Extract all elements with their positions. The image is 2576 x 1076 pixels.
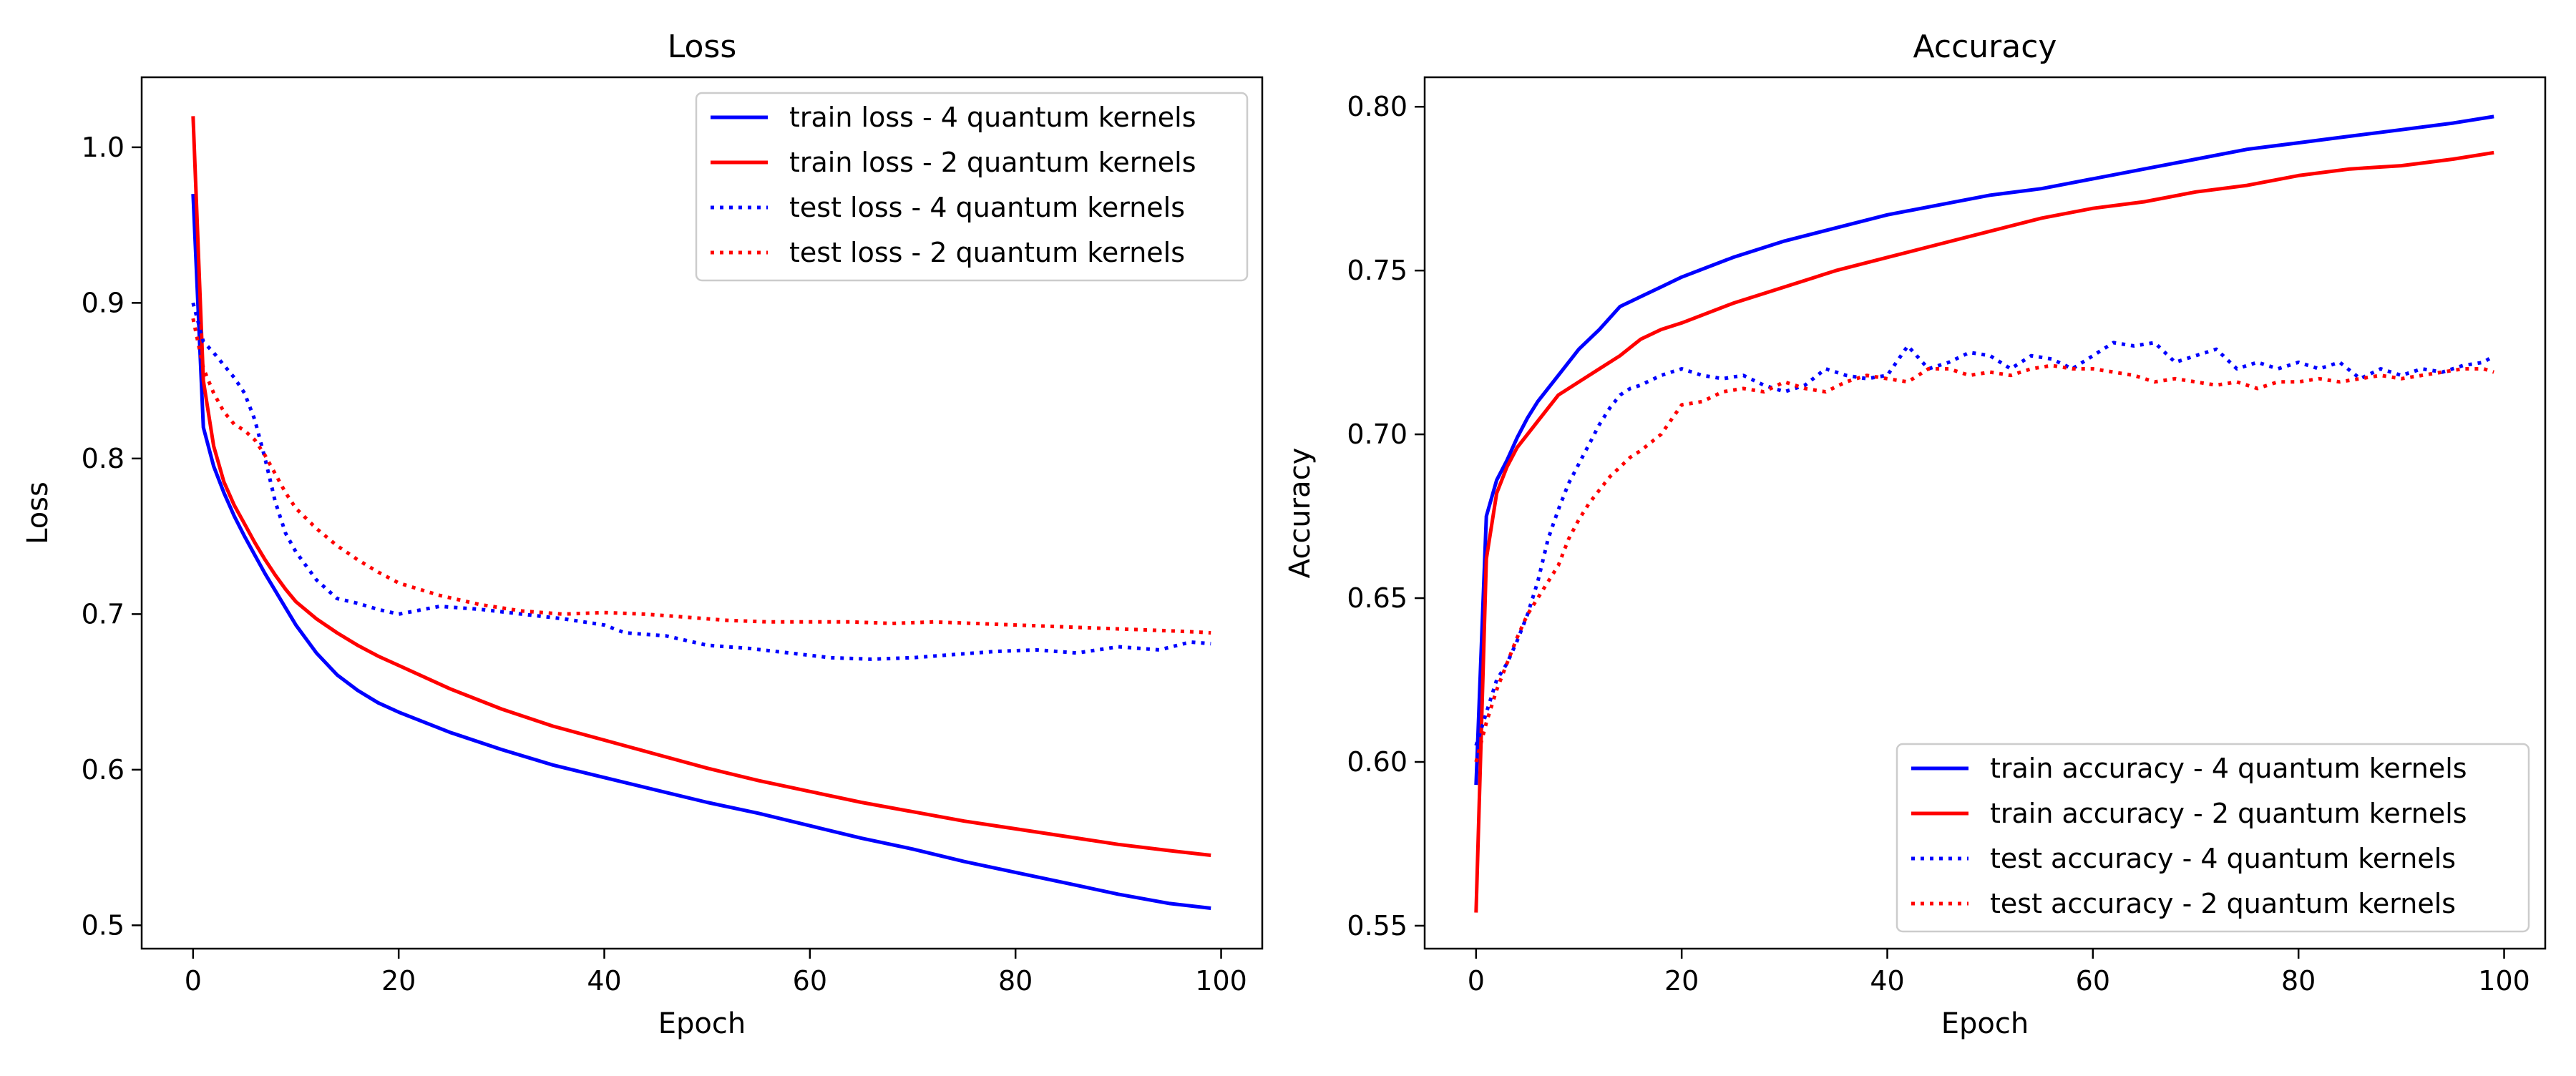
series-line-4 <box>1474 363 2494 763</box>
subplot-loss: Loss 0 20 40 60 80 100 0.5 0.6 0.7 0.8 0.9 1.0 Epoch L… <box>21 29 1264 1040</box>
series-line-1 <box>1474 114 2494 786</box>
legend-label-2: train loss - 2 quantum kernels <box>789 147 1196 178</box>
chart-title: Loss <box>668 29 737 65</box>
legend-label-2: train accuracy - 2 quantum kernels <box>1990 798 2467 829</box>
y-tick-label: 0.65 <box>1347 582 1407 614</box>
y-tick-label: 0.8 <box>82 443 125 474</box>
x-tick-label: 20 <box>381 965 416 997</box>
x-tick-label: 100 <box>1195 965 1247 997</box>
x-tick-label: 80 <box>2281 965 2316 997</box>
legend-label-1: train loss - 4 quantum kernels <box>789 102 1196 133</box>
x-tick-label: 40 <box>1870 965 1904 997</box>
legend-box <box>695 92 1249 282</box>
x-tick-label: 80 <box>998 965 1033 997</box>
plot-frame <box>140 76 1264 950</box>
y-tick-label: 0.70 <box>1347 419 1407 450</box>
x-tick-label: 100 <box>2478 965 2530 997</box>
plot-frame <box>1423 76 2547 950</box>
legend-label-3: test accuracy - 4 quantum kernels <box>1990 843 2456 874</box>
x-tick-label: 0 <box>185 965 202 997</box>
legend: train loss - 4 quantum kernels train loss… <box>695 92 1249 282</box>
series-line-2 <box>1474 150 2494 913</box>
series-line-1 <box>191 193 1211 910</box>
legend-box <box>1896 743 2530 933</box>
chart-title: Accuracy <box>1913 29 2057 65</box>
x-tick-label: 60 <box>2076 965 2110 997</box>
y-tick-label: 0.7 <box>82 598 125 630</box>
series-line-4 <box>191 318 1211 635</box>
x-axis-label: Epoch <box>658 1007 746 1040</box>
y-tick-label: 0.55 <box>1347 910 1407 942</box>
y-tick-label: 0.6 <box>82 754 125 786</box>
subplot-accuracy: Accuracy 0 20 40 60 80 100 0.55 0.60 0.65 0.70 0.75… <box>1284 29 2547 1040</box>
legend: train accuracy - 4 quantum kernels train … <box>1896 743 2530 933</box>
series-line-2 <box>191 116 1211 857</box>
y-tick-label: 0.60 <box>1347 746 1407 778</box>
series-line-3 <box>1474 341 2495 746</box>
x-tick-label: 40 <box>587 965 621 997</box>
y-tick-label: 0.5 <box>82 909 125 941</box>
legend-label-1: train accuracy - 4 quantum kernels <box>1990 753 2467 784</box>
y-tick-label: 1.0 <box>82 132 125 163</box>
legend-label-3: test loss - 4 quantum kernels <box>789 192 1185 223</box>
series-line-3 <box>191 302 1211 661</box>
legend-label-4: test accuracy - 2 quantum kernels <box>1990 888 2456 919</box>
y-axis-label: Accuracy <box>1284 448 1317 579</box>
legend-label-4: test loss - 2 quantum kernels <box>789 237 1185 268</box>
y-tick-label: 0.9 <box>82 287 125 318</box>
x-axis-label: Epoch <box>1941 1007 2029 1040</box>
y-tick-label: 0.75 <box>1347 255 1407 286</box>
x-tick-label: 20 <box>1664 965 1699 997</box>
x-tick-label: 0 <box>1468 965 1485 997</box>
y-tick-label: 0.80 <box>1347 91 1407 122</box>
x-tick-label: 60 <box>793 965 827 997</box>
y-axis-label: Loss <box>21 481 54 544</box>
